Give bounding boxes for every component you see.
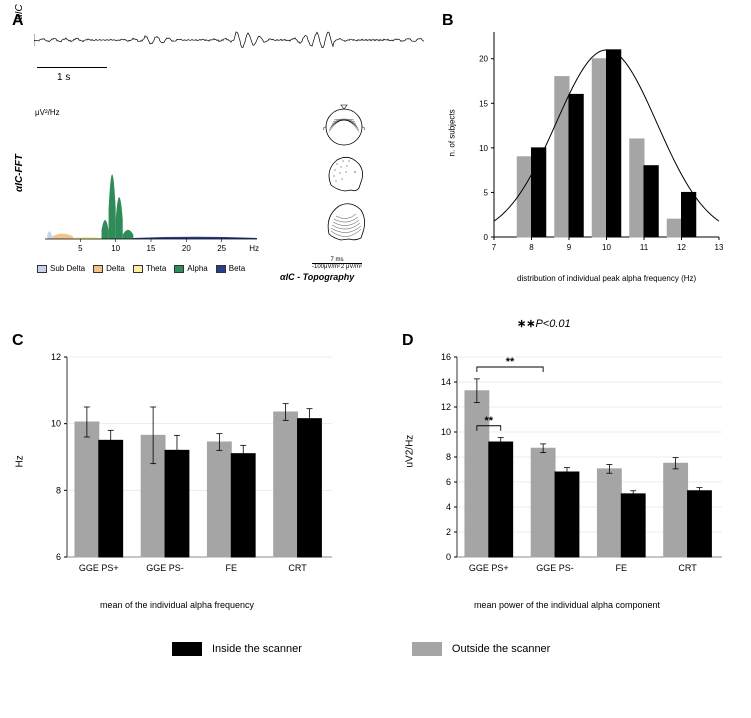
svg-text:**: **: [506, 356, 515, 368]
svg-text:GGE PS-: GGE PS-: [146, 563, 184, 573]
svg-text:10: 10: [51, 419, 61, 429]
svg-text:10: 10: [111, 244, 120, 253]
panel-d: D uV2/Hz 0 2 4 6 8 10 12 14 16 GGE PS+ GGE PS- FE CR…: [402, 332, 732, 622]
svg-text:4: 4: [446, 502, 451, 512]
svg-text:10: 10: [479, 144, 488, 153]
svg-text:14: 14: [441, 377, 451, 387]
panel-c-ylabel: Hz: [15, 455, 26, 467]
panel-b-label: B: [442, 12, 454, 30]
legend-item: Inside the scanner: [172, 642, 302, 656]
panel-b: B n. of subjects 0 5 10 15 20 7 8 9 10 11 12 13 dis…: [442, 12, 732, 287]
head-side-icon: [319, 150, 369, 196]
head-top-icon: [319, 102, 369, 148]
topo-scale-left: -100μV/m²: [312, 264, 340, 270]
panel-c-chart: 6 8 10 12 GGE PS+ GGE PS- FE CRT: [42, 347, 342, 582]
svg-text:**: **: [485, 415, 494, 427]
svg-text:10: 10: [441, 427, 451, 437]
svg-text:0: 0: [446, 552, 451, 562]
svg-text:Hz: Hz: [249, 244, 259, 253]
svg-text:6: 6: [446, 477, 451, 487]
figure-root: A αIC 2 -2 1 s μV²/Hz αIC-FFT 510152025H…: [12, 12, 739, 706]
topo-scale-right: 2 μV/m²: [341, 264, 362, 270]
svg-text:CRT: CRT: [288, 563, 307, 573]
sig-asterisks: ∗∗: [517, 318, 535, 330]
svg-text:6: 6: [56, 552, 61, 562]
panel-b-xlabel: distribution of individual peak alpha fr…: [517, 274, 696, 283]
svg-text:13: 13: [715, 243, 724, 252]
svg-text:16: 16: [441, 352, 451, 362]
svg-text:FE: FE: [616, 563, 628, 573]
fft-legend: Sub Delta Delta Theta Alpha Beta: [37, 264, 245, 273]
svg-text:9: 9: [567, 243, 572, 252]
head-topography: [297, 102, 392, 262]
fft-legend-item: Delta: [93, 264, 125, 273]
bottom-legend: Inside the scanner Outside the scanner: [172, 642, 550, 656]
panel-c: C Hz 6 8 10 12 GGE PS+ GGE PS- FE CRT mean of t…: [12, 332, 342, 622]
alpha-ic-label: αIC: [14, 4, 25, 20]
svg-text:8: 8: [446, 452, 451, 462]
fft-chart: 5 10 15 20 25 Hz: [37, 117, 262, 257]
topo-label: αIC - Topography: [280, 272, 354, 282]
fft-legend-item: Sub Delta: [37, 264, 85, 273]
svg-text:FE: FE: [226, 563, 238, 573]
svg-text:15: 15: [479, 99, 488, 108]
panel-c-label: C: [12, 332, 24, 350]
panel-d-chart: 0 2 4 6 8 10 12 14 16 GGE PS+ GGE PS- FE CRT ** **: [432, 347, 732, 582]
fft-legend-item: Beta: [216, 264, 245, 273]
panel-c-xlabel: mean of the individual alpha frequency: [12, 600, 342, 610]
svg-text:CRT: CRT: [678, 563, 697, 573]
svg-text:GGE PS+: GGE PS+: [79, 563, 119, 573]
svg-text:GGE PS-: GGE PS-: [536, 563, 574, 573]
panel-d-label: D: [402, 332, 414, 350]
svg-text:8: 8: [56, 485, 61, 495]
svg-text:11: 11: [640, 243, 649, 252]
fft-label: αIC-FFT: [14, 154, 25, 192]
svg-text:12: 12: [51, 352, 61, 362]
svg-text:12: 12: [677, 243, 686, 252]
fft-legend-item: Theta: [133, 264, 166, 273]
fft-legend-item: Alpha: [174, 264, 207, 273]
topo-scale: 7 ms -100μV/m² 2 μV/m²: [312, 257, 362, 270]
panel-a: A αIC 2 -2 1 s μV²/Hz αIC-FFT 510152025H…: [12, 12, 432, 287]
head-back-icon: [319, 198, 369, 244]
panel-d-ylabel: uV2/Hz: [405, 435, 416, 468]
panel-d-xlabel: mean power of the individual alpha compo…: [402, 600, 732, 610]
svg-text:10: 10: [602, 243, 611, 252]
histogram-chart: 0 5 10 15 20 7 8 9 10 11 12 13: [472, 22, 727, 257]
svg-text:5: 5: [484, 188, 489, 197]
svg-text:12: 12: [441, 402, 451, 412]
svg-text:2: 2: [446, 527, 451, 537]
svg-text:0: 0: [484, 233, 489, 242]
legend-item: Outside the scanner: [412, 642, 550, 656]
eeg-trace: 2 -2: [34, 20, 424, 60]
svg-text:8: 8: [529, 243, 534, 252]
significance-note: ∗∗P<0.01: [517, 317, 571, 330]
svg-text:5: 5: [78, 244, 83, 253]
svg-text:20: 20: [182, 244, 191, 253]
svg-text:15: 15: [147, 244, 156, 253]
svg-text:25: 25: [217, 244, 226, 253]
fft-y-unit: μV²/Hz: [35, 108, 60, 117]
panel-b-ylabel: n. of subjects: [448, 109, 457, 156]
sig-pvalue: P<0.01: [535, 318, 570, 330]
svg-text:20: 20: [479, 55, 488, 64]
svg-text:7: 7: [492, 243, 497, 252]
svg-text:GGE PS+: GGE PS+: [469, 563, 509, 573]
time-scale-bar: [37, 67, 107, 68]
time-scale-label: 1 s: [57, 72, 70, 83]
